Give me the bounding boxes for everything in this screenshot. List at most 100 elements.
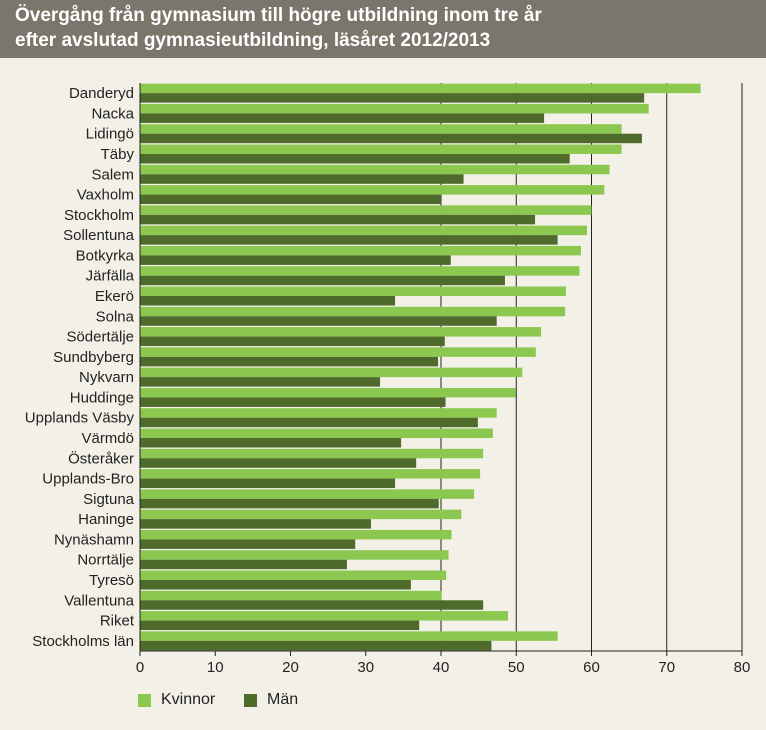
bar-man [140,255,451,265]
chart-title-line-1: Övergång från gymnasium till högre utbil… [15,5,542,26]
bar-series [140,83,701,651]
bar-kvinnor [140,590,442,601]
bar-kvinnor [140,489,475,499]
category-label: Vallentuna [64,592,134,609]
bar-man [140,519,372,529]
bar-man [140,417,478,428]
category-label: Botkyrka [76,247,135,264]
legend-label-man: Män [267,691,299,708]
category-label: Ekerö [95,288,134,305]
bar-man [140,458,417,468]
bar-man [140,296,396,306]
category-label: Lidingö [86,126,134,143]
category-label: Sundbyberg [53,349,134,366]
x-tick-label-0: 0 [136,659,144,676]
bar-man [140,133,642,144]
bar-man [140,356,438,367]
category-label: Sollentuna [63,227,135,244]
bar-kvinnor [140,448,484,459]
bar-man [140,235,558,245]
bar-kvinnor [140,509,462,520]
category-label: Vaxholm [77,187,134,204]
category-label: Stockholms län [32,633,134,650]
bar-kvinnor [140,185,605,195]
x-tick-label-50: 50 [508,659,525,676]
bar-kvinnor [140,367,523,378]
category-label: Norrtälje [77,552,134,569]
bar-man [140,154,570,164]
category-label: Södertälje [66,329,134,346]
bar-kvinnor [140,124,622,134]
bar-kvinnor [140,550,449,560]
x-axis-ticks: 0 10 20 30 40 50 60 70 80 [136,651,751,676]
bar-kvinnor [140,387,516,398]
category-label: Stockholm [64,207,134,224]
category-label: Riket [100,613,135,630]
bar-man [140,194,441,205]
bar-kvinnor [140,631,558,641]
legend-label-kvinnor: Kvinnor [161,691,216,708]
bar-man [140,316,497,326]
bar-man [140,214,536,225]
bar-man [140,336,445,347]
category-label: Täby [101,146,135,163]
bar-man [140,498,439,509]
category-label: Danderyd [69,85,134,102]
legend-swatch-man [244,693,257,707]
bar-kvinnor [140,306,566,317]
x-tick-label-20: 20 [282,659,299,676]
bar-man [140,559,347,570]
bar-kvinnor [140,286,566,296]
bar-kvinnor [140,408,497,418]
bar-man [140,174,464,184]
bar-man [140,397,446,407]
bar-man [140,640,492,651]
x-tick-label-10: 10 [207,659,224,676]
bar-man [140,539,356,549]
chart-header: Övergång från gymnasium till högre utbil… [0,0,766,58]
bar-kvinnor [140,266,580,276]
legend-kvinnor: Kvinnor [138,691,215,709]
bar-kvinnor [140,205,592,215]
bar-kvinnor [140,347,536,357]
bar-man [140,275,505,286]
x-tick-label-70: 70 [658,659,675,676]
bar-kvinnor [140,570,447,580]
category-label: Huddinge [70,389,134,406]
bar-chart: Danderyd Nacka Lidingö Täby Salem Vaxholm Stoc… [25,83,751,676]
chart-title-line-2: efter avslutad gymnasieutbildning, läsår… [15,30,491,51]
category-label: Nynäshamn [54,531,134,548]
bar-kvinnor [140,144,622,154]
bar-kvinnor [140,164,610,175]
category-label: Värmdö [81,430,134,447]
x-tick-label-60: 60 [583,659,600,676]
bar-kvinnor [140,327,542,337]
bar-man [140,113,545,123]
bar-man [140,620,420,631]
bar-kvinnor [140,469,481,479]
bar-man [140,438,402,448]
category-label: Nykvarn [79,369,134,386]
category-label: Järfälla [86,268,135,285]
bar-man [140,478,396,489]
category-label: Sigtuna [83,491,135,508]
bar-kvinnor [140,103,649,114]
x-tick-label-40: 40 [433,659,450,676]
bar-man [140,93,645,103]
bar-kvinnor [140,529,452,540]
bar-kvinnor [140,428,493,438]
category-label: Upplands-Bro [42,471,134,488]
category-label: Upplands Väsby [25,410,135,427]
category-labels: Danderyd Nacka Lidingö Täby Salem Vaxholm Stoc… [25,85,135,650]
category-label: Solna [96,308,135,325]
bar-kvinnor [140,611,508,621]
bar-man [140,580,411,590]
x-tick-label-80: 80 [734,659,751,676]
category-label: Salem [91,166,134,183]
category-label: Nacka [91,105,134,122]
x-tick-label-30: 30 [357,659,374,676]
bar-kvinnor [140,225,587,236]
legend-swatch-kvinnor [138,693,151,707]
category-label: Tyresö [89,572,134,589]
bar-kvinnor [140,83,701,94]
